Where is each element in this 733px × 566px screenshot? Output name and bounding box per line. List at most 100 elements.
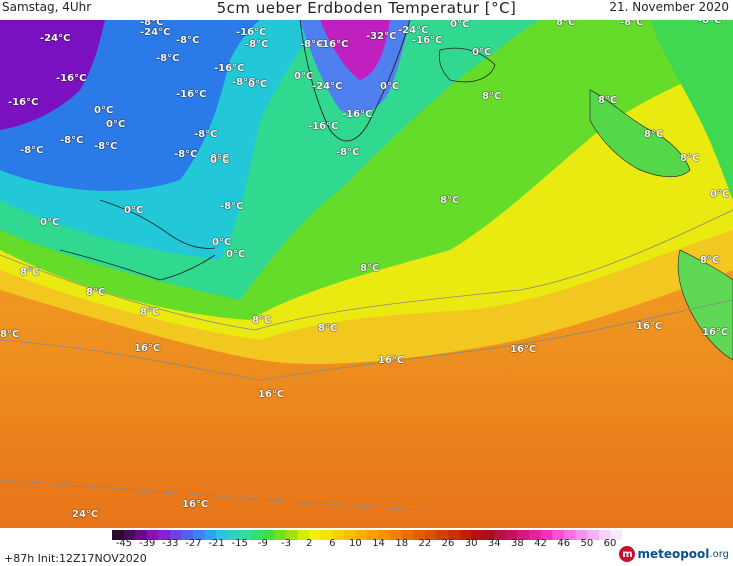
temperature-label: 0°C (450, 19, 470, 30)
colorbar-swatch (355, 530, 368, 540)
temperature-label: -8°C (156, 53, 180, 64)
temperature-label: -16°C (318, 39, 349, 50)
colorbar-tick: -39 (138, 538, 156, 549)
colorbar-tick: 2 (305, 538, 313, 549)
colorbar-tick: 60 (603, 538, 617, 549)
colorbar-swatch (587, 530, 600, 540)
meteopool-logo-icon: m (619, 546, 636, 562)
isotherm-24 (0, 479, 421, 511)
meteopool-logo[interactable]: m meteopool .org (619, 544, 729, 564)
colorbar-swatch (123, 530, 136, 540)
colorbar-swatch (239, 530, 252, 540)
colorbar-tick: 42 (534, 538, 547, 549)
colorbar-swatch (158, 530, 171, 540)
temperature-label: 0°C (124, 205, 144, 216)
colorbar-swatch (332, 530, 345, 540)
colorbar-swatch (204, 530, 217, 540)
colorbar-swatch (540, 530, 553, 540)
temperature-label: -24°C (140, 27, 171, 38)
colorbar-swatch (251, 530, 264, 540)
temperature-label: 8°C (598, 95, 618, 106)
temperature-label: -8°C (336, 147, 360, 158)
british-isles-land (589, 89, 691, 178)
colorbar-swatch (227, 530, 240, 540)
colorbar-tick: 30 (464, 538, 478, 549)
colorbar-swatch (297, 530, 310, 540)
iceland-coastline (438, 47, 496, 83)
temperature-label: -16°C (342, 109, 373, 120)
temperature-label: -8°C (194, 129, 218, 140)
colorbar-swatch (552, 530, 565, 540)
colorbar-tick: 38 (511, 538, 524, 549)
colorbar-tick: 50 (580, 538, 594, 549)
colorbar-swatch (471, 530, 484, 540)
temperature-label: 0°C (248, 79, 268, 90)
colorbar-swatch (575, 530, 588, 540)
temperature-label: 0°C (210, 155, 230, 166)
temperature-label: 0°C (210, 153, 230, 164)
logo-suffix: .org (709, 548, 729, 560)
temperature-label: 8°C (440, 195, 460, 206)
colorbar-swatch (494, 530, 507, 540)
map-header: Samstag, 4Uhr 5cm ueber Erdboden Tempera… (0, 0, 733, 20)
colorbar-swatch (390, 530, 403, 540)
temperature-label: -8°C (20, 145, 44, 156)
temperature-label: -8°C (300, 39, 324, 50)
colorbar-swatch (529, 530, 542, 540)
temperature-map (0, 20, 733, 528)
greenland-coastline (299, 20, 411, 142)
temperature-label: 0°C (380, 81, 400, 92)
temperature-label: 8°C (644, 129, 664, 140)
init-info: +87h Init:12Z17NOV2020 (4, 552, 147, 565)
colorbar-swatch (448, 530, 461, 540)
temperature-label: 0°C (294, 71, 314, 82)
temperature-label: 8°C (556, 17, 576, 28)
temperature-label: -24°C (312, 81, 343, 92)
colorbar-swatch (378, 530, 391, 540)
temperature-label: 0°C (472, 47, 492, 58)
colorbar-swatch (169, 530, 183, 540)
colorbar-swatch (216, 530, 229, 540)
temperature-label: -8°C (698, 15, 722, 26)
temperature-label: -8°C (176, 35, 200, 46)
temperature-label: -8°C (232, 77, 256, 88)
colorbar-swatch (367, 530, 380, 540)
colorbar-swatch (401, 530, 414, 540)
temperature-label: 8°C (680, 153, 700, 164)
temperature-label: 16°C (258, 389, 285, 400)
temperature-label: 16°C (510, 344, 537, 355)
temperature-label: 8°C (360, 263, 380, 274)
colorbar-tick: -33 (162, 538, 179, 549)
temperature-label: -16°C (214, 63, 245, 74)
temperature-label: 8°C (700, 255, 720, 266)
colorbar-tick: 10 (349, 538, 362, 549)
colorbar-tick: -45 (115, 538, 133, 549)
colorbar-tick: -3 (281, 538, 291, 549)
colorbar-tick: -15 (231, 538, 248, 549)
isotherm-16 (0, 299, 733, 381)
colorbar-tick: 6 (329, 538, 336, 549)
colorbar-swatch (193, 530, 206, 540)
temperature-label: -8°C (60, 135, 84, 146)
colorbar-swatch (135, 530, 148, 540)
temperature-label: -8°C (140, 17, 164, 28)
temperature-label: -16°C (8, 97, 39, 108)
temperature-label: -24°C (398, 25, 429, 36)
temperature-label: -8°C (620, 17, 644, 28)
colorbar-swatch (436, 530, 449, 540)
greenland-core-region (320, 20, 390, 80)
colorbar-swatch (309, 530, 322, 540)
colorbar-swatch (320, 530, 333, 540)
scandinavia-region (650, 20, 733, 200)
temperature-label: 0°C (106, 119, 126, 130)
colorbar-swatch (610, 530, 622, 540)
colorbar-tick: 26 (441, 538, 455, 549)
logo-text: meteopool (637, 547, 710, 561)
colorbar-swatch (517, 530, 530, 540)
colorbar-swatch (424, 530, 438, 540)
temperature-label: 16°C (182, 499, 209, 510)
temperature-label: 8°C (482, 91, 502, 102)
colorbar-swatch (181, 530, 194, 540)
temperature-label: 8°C (140, 307, 160, 318)
temperature-label: 8°C (20, 267, 40, 278)
